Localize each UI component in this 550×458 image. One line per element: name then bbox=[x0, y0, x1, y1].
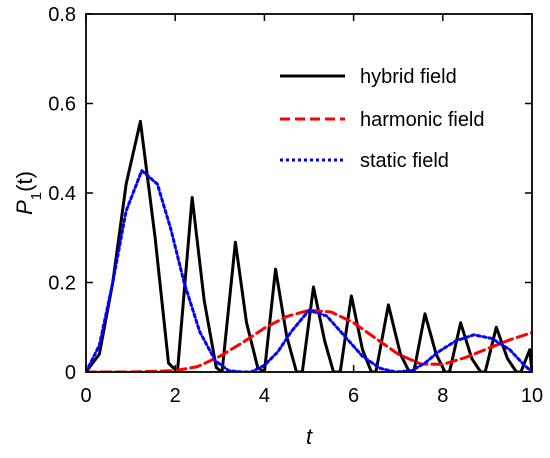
x-tick-label: 2 bbox=[170, 385, 181, 407]
y-axis-ticks: 0 0.2 0.4 0.6 0.8 bbox=[48, 4, 532, 384]
x-axis-label: t bbox=[306, 424, 313, 449]
y-tick-label: 0.6 bbox=[48, 94, 76, 116]
y-tick-label: 0.8 bbox=[48, 4, 76, 26]
series-layer bbox=[86, 119, 532, 372]
x-tick-label: 8 bbox=[437, 385, 448, 407]
y-axis-label: P1(t) bbox=[12, 171, 45, 215]
x-tick-label: 4 bbox=[259, 385, 270, 407]
y-tick-label: 0.2 bbox=[48, 273, 76, 295]
series-line-harmonic-field bbox=[86, 308, 532, 372]
y-axis-label-subscript: 1 bbox=[28, 192, 45, 200]
y-tick-label: 0 bbox=[65, 362, 76, 384]
series-line-static-field bbox=[86, 169, 532, 372]
x-tick-label: 10 bbox=[521, 385, 543, 407]
legend-label-harmonic-field: harmonic field bbox=[360, 109, 485, 131]
legend: hybrid field harmonic field static field bbox=[280, 66, 485, 172]
series-line-hybrid-field bbox=[86, 119, 532, 372]
legend-label-static-field: static field bbox=[360, 150, 449, 172]
y-axis-label-main: P bbox=[12, 200, 37, 215]
legend-label-hybrid-field: hybrid field bbox=[360, 66, 457, 88]
y-tick-label: 0.4 bbox=[48, 183, 76, 205]
x-tick-label: 6 bbox=[348, 385, 359, 407]
x-axis-ticks: 0 2 4 6 8 10 bbox=[80, 14, 543, 407]
x-tick-label: 0 bbox=[80, 385, 91, 407]
y-axis-label-arg: (t) bbox=[12, 171, 37, 192]
